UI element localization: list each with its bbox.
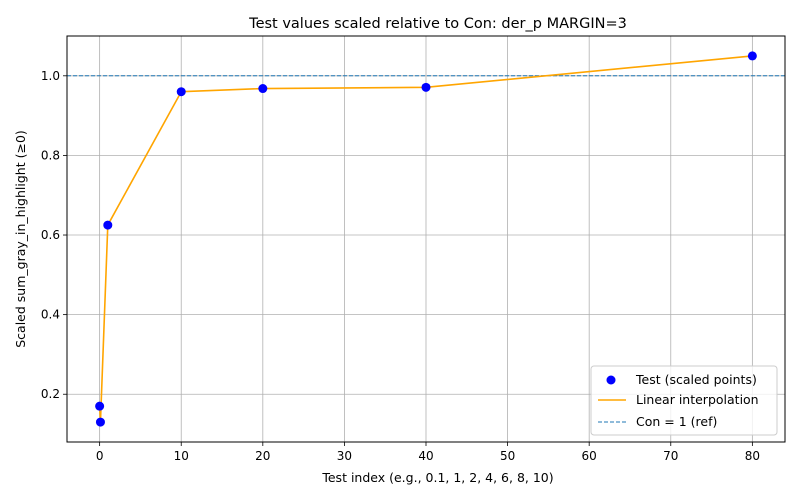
y-tick-label: 1.0 xyxy=(41,69,60,83)
legend-label-line: Linear interpolation xyxy=(636,392,759,407)
legend: Test (scaled points) Linear interpolatio… xyxy=(590,365,778,436)
legend-label-ref: Con = 1 (ref) xyxy=(636,414,717,429)
y-axis-ticks: 0.2 0.4 0.6 0.8 1.0 xyxy=(41,69,67,401)
x-tick-label: 10 xyxy=(174,449,189,463)
data-point xyxy=(95,417,105,427)
x-tick-label: 80 xyxy=(745,449,760,463)
scatter-points-layer xyxy=(95,51,757,427)
x-tick-label: 20 xyxy=(255,449,270,463)
x-tick-label: 0 xyxy=(96,449,104,463)
x-tick-label: 50 xyxy=(500,449,515,463)
data-point xyxy=(421,82,431,92)
y-tick-label: 0.8 xyxy=(41,148,60,162)
data-point xyxy=(103,220,113,230)
x-tick-label: 60 xyxy=(582,449,597,463)
x-tick-label: 70 xyxy=(663,449,678,463)
x-tick-label: 40 xyxy=(418,449,433,463)
data-point xyxy=(747,51,757,61)
y-axis-title: Scaled sum_gray_in_highlight (≥0) xyxy=(13,130,28,348)
data-point xyxy=(176,87,186,97)
x-axis-ticks: 0 10 20 30 40 50 60 70 80 xyxy=(96,442,760,463)
legend-marker-scatter xyxy=(606,375,616,385)
data-point xyxy=(95,401,105,411)
chart-title: Test values scaled relative to Con: der_… xyxy=(248,16,627,32)
data-point xyxy=(258,84,268,94)
y-tick-label: 0.4 xyxy=(41,308,60,322)
y-tick-label: 0.6 xyxy=(41,228,60,242)
x-axis-title: Test index (e.g., 0.1, 1, 2, 4, 6, 8, 10… xyxy=(321,470,553,485)
legend-label-scatter: Test (scaled points) xyxy=(635,372,757,387)
x-tick-label: 30 xyxy=(337,449,352,463)
y-tick-label: 0.2 xyxy=(41,387,60,401)
legend-frame xyxy=(590,365,778,436)
